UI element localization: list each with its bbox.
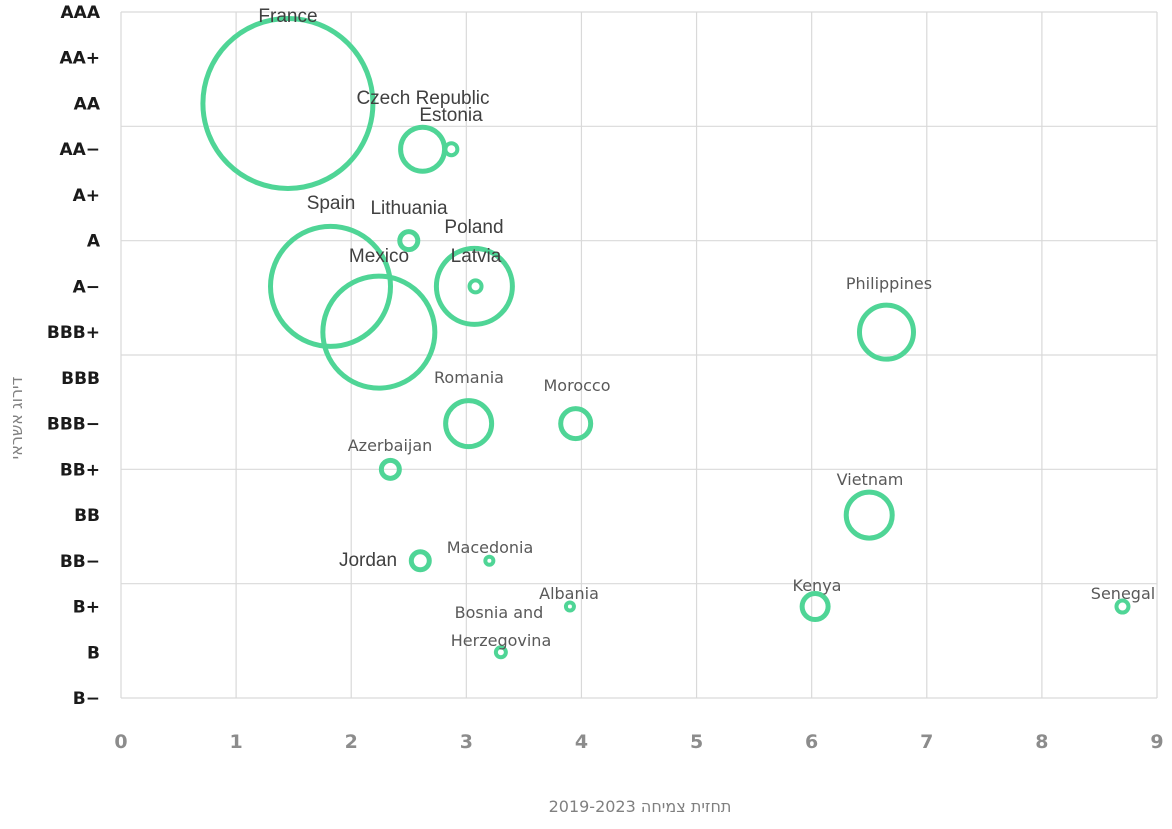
bubble-label: Macedonia bbox=[447, 538, 534, 557]
bubble-label: Philippines bbox=[846, 274, 932, 293]
bubble-kenya bbox=[799, 591, 831, 623]
bubble-mexico bbox=[320, 273, 438, 391]
y-tick-label: AA− bbox=[59, 140, 100, 160]
bubble-vietnam bbox=[843, 489, 895, 541]
bubble-label: Herzegovina bbox=[451, 631, 552, 650]
grid-lines bbox=[120, 11, 1158, 699]
x-tick-label: 8 bbox=[1035, 731, 1048, 753]
y-tick-label: B bbox=[87, 643, 100, 663]
bubble-label: Vietnam bbox=[837, 470, 904, 489]
y-tick-label: AAA bbox=[61, 3, 101, 23]
y-tick-label: BB bbox=[74, 506, 100, 526]
y-tick-label: B+ bbox=[73, 598, 100, 618]
bubble-morocco bbox=[558, 406, 594, 442]
bubble-azerbaijan bbox=[378, 457, 402, 481]
y-tick-label: BBB+ bbox=[47, 323, 100, 343]
x-tick-label: 0 bbox=[114, 731, 127, 753]
bubble-france bbox=[200, 15, 376, 191]
x-tick-label: 4 bbox=[575, 731, 588, 753]
bubble-label: France bbox=[258, 6, 317, 27]
bubble-czech-republic bbox=[398, 124, 448, 174]
bubble-senegal bbox=[1114, 598, 1131, 615]
bubble-label: Azerbaijan bbox=[348, 436, 433, 455]
x-tick-label: 2 bbox=[345, 731, 358, 753]
bubble-label: Bosnia and bbox=[455, 603, 544, 622]
bubble-latvia bbox=[467, 278, 484, 295]
y-axis-title: דירוג אשראי bbox=[7, 376, 26, 459]
bubble-lithuania bbox=[397, 229, 421, 253]
y-tick-label: A+ bbox=[73, 186, 100, 206]
bubble-bosnia-and-herzegovina bbox=[493, 645, 508, 660]
bubble-albania bbox=[563, 600, 576, 613]
bubble-label: Czech Republic bbox=[356, 88, 489, 109]
bubble-spain bbox=[268, 223, 394, 349]
bubble-label: Latvia bbox=[451, 246, 502, 267]
x-tick-label: 9 bbox=[1150, 731, 1163, 753]
y-tick-label: B− bbox=[73, 689, 100, 709]
y-tick-label: A− bbox=[73, 277, 100, 297]
x-tick-label: 3 bbox=[460, 731, 473, 753]
bubbles bbox=[200, 15, 1131, 660]
x-tick-label: 7 bbox=[920, 731, 933, 753]
bubble-label: Mexico bbox=[349, 246, 409, 267]
y-tick-label: AA bbox=[74, 94, 101, 114]
y-tick-label: BB− bbox=[60, 552, 100, 572]
bubble-label: Poland bbox=[444, 217, 503, 238]
y-tick-label: BBB bbox=[61, 369, 100, 389]
y-tick-label: BBB− bbox=[47, 415, 100, 435]
bubble-label: Albania bbox=[539, 584, 599, 603]
bubble-jordan bbox=[408, 549, 432, 573]
x-tick-label: 1 bbox=[229, 731, 242, 753]
bubble-label: Kenya bbox=[793, 576, 842, 595]
x-tick-label: 5 bbox=[690, 731, 703, 753]
bubble-estonia bbox=[443, 141, 460, 158]
bubble-label: Lithuania bbox=[370, 198, 448, 219]
bubble-philippines bbox=[856, 302, 916, 362]
bubble-romania bbox=[443, 398, 495, 450]
bubble-label: Estonia bbox=[419, 105, 483, 126]
bubble-label: Senegal bbox=[1091, 584, 1155, 603]
bubble-label: Spain bbox=[307, 193, 356, 214]
y-tick-label: BB+ bbox=[60, 460, 100, 480]
bubble-label: Morocco bbox=[544, 376, 611, 395]
x-axis-title: תחזית צמיחה 2019-2023 bbox=[549, 797, 732, 816]
y-tick-label: AA+ bbox=[59, 49, 100, 69]
bubble-poland bbox=[433, 245, 515, 327]
bubble-macedonia bbox=[483, 554, 496, 567]
bubble-label: Jordan bbox=[339, 550, 397, 571]
y-tick-label: A bbox=[87, 232, 101, 252]
bubble-label: Romania bbox=[434, 368, 504, 387]
x-axis-tick-labels: 0 1 2 3 4 5 6 7 8 9 bbox=[114, 731, 1163, 753]
x-tick-label: 6 bbox=[805, 731, 818, 753]
